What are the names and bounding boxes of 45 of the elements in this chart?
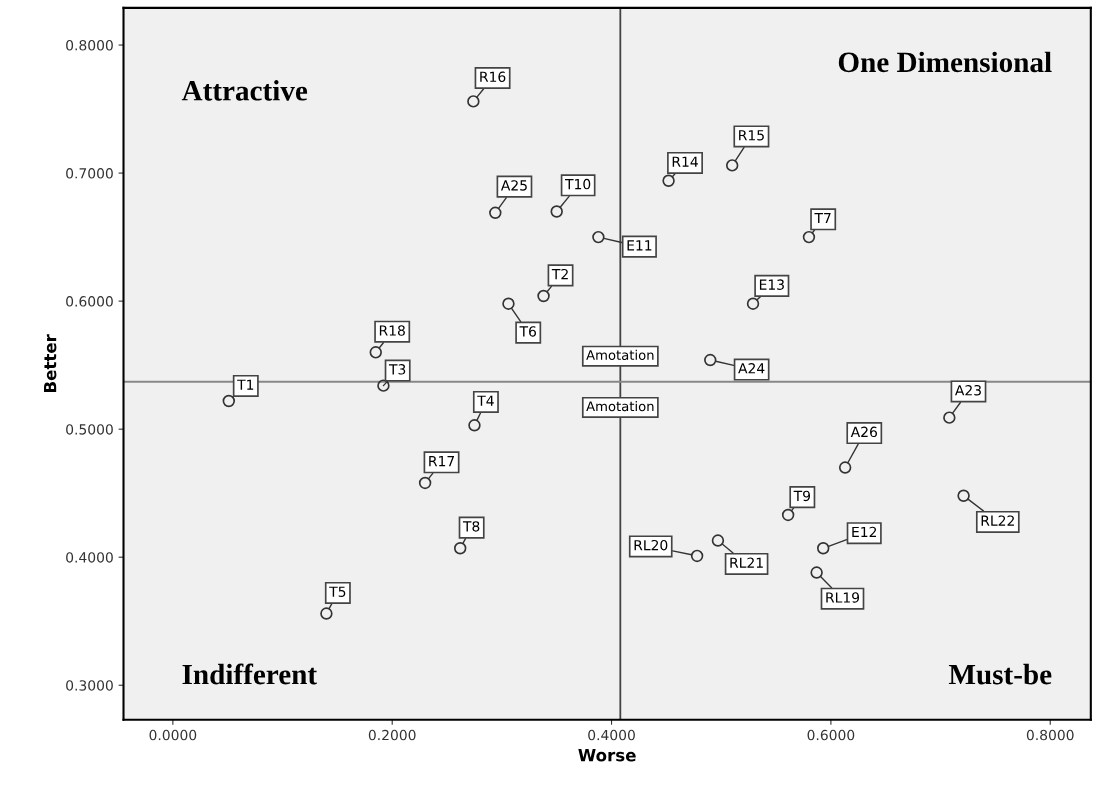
annotation: T4 [477,395,494,406]
x-tick-label: 0.2000 [368,729,416,741]
y-tick-label: 0.6000 [66,296,113,307]
annotation: R14 [672,156,698,167]
annotation: T7 [814,212,831,224]
y-tick-label: 0.7000 [66,168,113,179]
annotation: E11 [627,240,652,251]
y-tick-label: 0.5000 [66,424,113,435]
annotation: A26 [850,426,877,438]
x-tick-label: 0.4000 [588,729,635,741]
x-tick-label: 0.0000 [149,729,197,741]
y-tick-label: 0.8000 [66,40,113,51]
annotation: E13 [759,279,784,290]
y-tick-label: 0.3000 [66,680,113,691]
annotation: T3 [388,364,406,375]
annotation: T8 [462,521,480,532]
annotation: T6 [519,326,537,337]
annotation: A23 [955,385,981,396]
x-tick-label: 0.6000 [807,729,855,741]
annotation: A24 [738,363,765,374]
annotation: RL20 [634,539,668,551]
annotation: T10 [565,178,591,190]
annotation: RL21 [730,557,763,568]
annotation: Amotation [586,401,654,412]
annotation: R15 [739,130,764,141]
y-tick-label: 0.4000 [66,552,113,563]
annotation: Attractive [181,80,308,101]
annotation: Amotation [586,349,654,361]
y-axis-title: Better [44,334,57,393]
annotation: T9 [793,490,811,502]
annotation: RL22 [981,515,1014,526]
x-tick-label: 0.8000 [1026,729,1074,741]
annotation: Must-be [948,663,1052,685]
annotation: R16 [480,71,506,83]
annotation: T2 [551,268,568,280]
annotation: T1 [237,379,254,390]
annotation: T5 [329,586,346,597]
annotation: Indifferent [182,663,317,685]
annotation: A25 [500,180,527,191]
annotation: E12 [852,526,877,538]
annotation: R17 [429,456,455,467]
x-axis-title: Worse [578,749,636,762]
annotation: One Dimensional [838,51,1052,73]
annotation: RL19 [826,592,860,603]
annotation: R18 [379,325,405,336]
